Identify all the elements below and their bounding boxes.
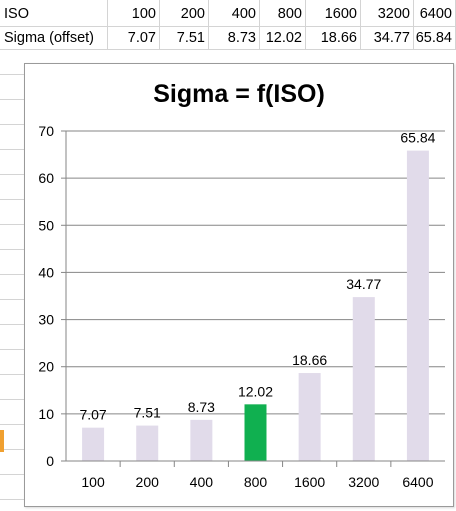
grid-cell[interactable] (0, 350, 24, 375)
y-axis-tick-labels: 0 10 20 30 40 50 60 70 (38, 123, 54, 469)
row-label-iso: ISO (4, 6, 29, 22)
grid-cell[interactable] (0, 475, 24, 500)
chart-container[interactable]: Sigma = f(ISO) 0 10 20 30 40 50 60 70 7.07 7.51 8… (24, 63, 454, 507)
iso-value-cell: 100 (131, 6, 156, 22)
y-tick-label: 70 (38, 123, 54, 139)
grid-cell[interactable] (260, 27, 306, 50)
iso-value-cell: 6400 (419, 6, 452, 22)
sigma-value-cell: 34.77 (373, 30, 410, 46)
grid-cell[interactable] (0, 325, 24, 350)
sigma-value-cell: 7.51 (176, 30, 205, 46)
row-label-sigma: Sigma (offset) (4, 30, 94, 46)
bar-200[interactable] (136, 425, 159, 461)
x-tick-label: 100 (81, 474, 105, 490)
grid-cell[interactable] (160, 27, 209, 50)
data-label: 7.51 (134, 405, 161, 421)
sigma-value-cell: 7.07 (127, 30, 156, 46)
grid-cell[interactable] (0, 250, 24, 275)
sigma-value-cell: 18.66 (320, 30, 357, 46)
grid-cell[interactable] (0, 200, 24, 225)
data-label: 8.73 (188, 399, 215, 415)
grid-cell[interactable] (361, 0, 414, 27)
y-tick-label: 10 (38, 406, 54, 422)
data-label: 18.66 (292, 352, 327, 368)
grid-cell[interactable] (306, 0, 361, 27)
grid-cell[interactable] (0, 100, 24, 125)
x-tick-label: 3200 (348, 474, 379, 490)
grid-cell[interactable] (0, 375, 24, 400)
iso-value-cell: 3200 (377, 6, 410, 22)
bar-1600[interactable] (298, 373, 321, 461)
y-tick-label: 50 (38, 217, 54, 233)
x-tick-label: 800 (244, 474, 268, 490)
sheet-edge-marker (0, 430, 4, 452)
y-tick-label: 30 (38, 312, 54, 328)
iso-value-cell: 200 (180, 6, 205, 22)
grid-cell[interactable] (108, 0, 160, 27)
grid-cell[interactable] (0, 50, 24, 75)
grid-cell[interactable] (0, 425, 24, 450)
grid-cell[interactable] (209, 27, 260, 50)
grid-cell[interactable] (260, 0, 306, 27)
y-tick-label: 0 (46, 453, 54, 469)
grid-cell[interactable] (160, 0, 209, 27)
chart-svg: Sigma = f(ISO) 0 10 20 30 40 50 60 70 7.07 7.51 8… (38, 80, 445, 490)
bars (82, 150, 429, 461)
data-labels: 7.07 7.51 8.73 12.02 18.66 34.77 65.84 (79, 130, 435, 423)
grid-cell[interactable] (361, 27, 414, 50)
data-label: 34.77 (346, 276, 381, 292)
grid-cell[interactable] (0, 400, 24, 425)
grid-cell[interactable] (209, 0, 260, 27)
x-tick-label: 200 (136, 474, 160, 490)
bar-3200[interactable] (352, 297, 375, 461)
iso-value-cell: 400 (231, 6, 256, 22)
data-label: 7.07 (79, 407, 106, 423)
x-axis-tick-labels: 100 200 400 800 1600 3200 6400 (81, 474, 433, 490)
grid-cell[interactable] (0, 125, 24, 150)
grid-cell[interactable] (108, 27, 160, 50)
axes (65, 131, 445, 462)
bar-6400[interactable] (406, 150, 429, 461)
grid-cell[interactable] (0, 450, 24, 475)
grid-cell[interactable] (0, 275, 24, 300)
grid-cell[interactable] (0, 150, 24, 175)
grid-cell[interactable] (0, 300, 24, 325)
iso-value-cell: 1600 (324, 6, 357, 22)
data-label: 12.02 (238, 383, 273, 399)
y-tick-label: 40 (38, 264, 54, 280)
bar-400[interactable] (190, 419, 213, 461)
bar-100[interactable] (82, 427, 105, 461)
y-tick-label: 20 (38, 359, 54, 375)
iso-value-cell: 800 (277, 6, 302, 22)
x-tick-label: 1600 (294, 474, 325, 490)
y-tick-label: 60 (38, 170, 54, 186)
x-tick-label: 6400 (402, 474, 433, 490)
x-tick-label: 400 (190, 474, 214, 490)
sigma-value-cell: 65.84 (415, 30, 452, 46)
data-label: 65.84 (400, 130, 435, 146)
grid-cell[interactable] (0, 0, 108, 27)
grid-cell[interactable] (0, 225, 24, 250)
grid-cell[interactable] (306, 27, 361, 50)
grid-cell[interactable] (0, 175, 24, 200)
chart-title: Sigma = f(ISO) (153, 80, 325, 108)
sigma-value-cell: 8.73 (227, 30, 256, 46)
grid-cell[interactable] (0, 75, 24, 100)
bar-800[interactable] (244, 404, 267, 461)
sigma-value-cell: 12.02 (265, 30, 302, 46)
grid-cell[interactable] (0, 27, 108, 50)
